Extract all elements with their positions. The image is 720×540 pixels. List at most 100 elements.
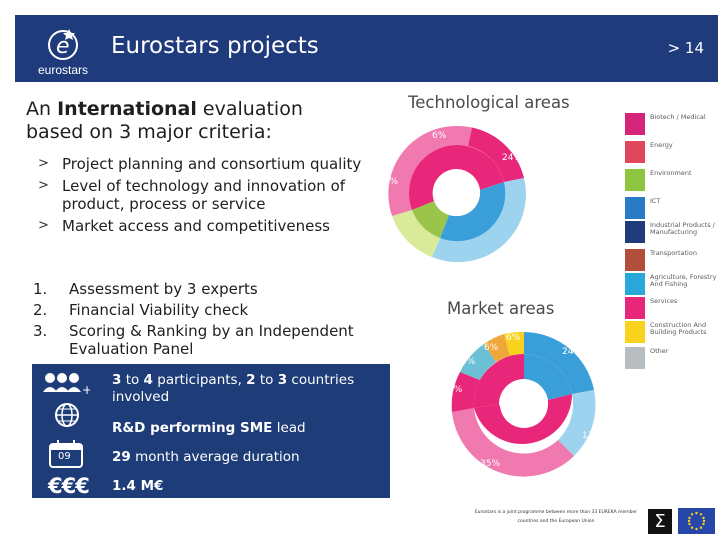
calendar-icon: 09	[48, 440, 84, 468]
environment-icon	[625, 169, 645, 191]
market-ring-segment	[484, 334, 510, 362]
eu-flag-icon	[678, 508, 715, 534]
energy-icon	[625, 141, 645, 163]
step-text: Scoring & Ranking by an Independent Eval…	[69, 322, 354, 358]
tech-ring-segment	[432, 178, 526, 263]
market-label: 6%	[506, 333, 521, 343]
participants-icon: +	[43, 373, 90, 397]
services-icon	[625, 297, 645, 319]
market-label: 5%	[461, 357, 476, 367]
step-item: 2. Financial Viability check	[33, 301, 378, 319]
globe-icon	[55, 403, 79, 427]
intro-line2: based on 3 major criteria:	[26, 121, 272, 143]
tech-label: 6%	[432, 131, 447, 141]
biotech-icon	[625, 113, 645, 135]
tech-ring-segment	[388, 125, 457, 216]
step-item: 1. Assessment by 3 experts	[33, 280, 378, 298]
construction-icon	[625, 321, 645, 343]
criteria-text: Project planning and consortium quality	[62, 155, 362, 173]
criteria-text: Level of technology and innovation of pr…	[62, 177, 346, 213]
logo-wordmark: eurostars	[37, 63, 89, 77]
intro-prefix: An	[26, 98, 58, 120]
intro-bold: International	[57, 98, 197, 120]
steps-list: 1. Assessment by 3 experts 2. Financial …	[33, 280, 378, 361]
step-text: Assessment by 3 experts	[69, 280, 258, 298]
tech-inner-segment	[408, 144, 457, 210]
page-title: Eurostars projects	[111, 33, 319, 59]
eureka-logo: Σ	[648, 509, 672, 534]
tech-chart-title: Technological areas	[408, 93, 570, 112]
intro-heading: An International evaluation based on 3 m…	[26, 98, 371, 144]
legend-item: Agriculture, Forestry And Fishing	[625, 273, 720, 295]
fact-lead: R&D performing SME lead	[112, 420, 306, 436]
other-icon	[625, 347, 645, 369]
market-chart-title: Market areas	[447, 299, 555, 318]
criteria-list: > Project planning and consortium qualit…	[36, 155, 376, 239]
criteria-text: Market access and competitiveness	[62, 217, 330, 235]
tech-label: 24%	[502, 153, 522, 163]
market-inner-segment	[473, 353, 524, 408]
tech-inner-segment	[440, 182, 506, 242]
market-ring-segment	[452, 408, 574, 477]
eurostars-logo: e eurostars	[21, 23, 105, 79]
header-bar: e eurostars Eurostars projects > 14	[15, 15, 718, 82]
legend-item: Transportation	[625, 249, 720, 271]
market-ring-segment	[504, 331, 524, 356]
intro-suffix: evaluation	[196, 98, 303, 120]
step-number: 1.	[33, 280, 48, 298]
svg-text:+: +	[82, 383, 90, 397]
market-ring-segment	[451, 372, 480, 412]
calendar-number: 09	[58, 451, 71, 462]
tech-ring-segment	[392, 210, 440, 257]
tech-label: 27%	[378, 177, 398, 187]
ict-icon	[625, 197, 645, 219]
svg-text:e: e	[56, 34, 70, 59]
market-label: 8%	[448, 385, 463, 395]
page-number: > 14	[667, 39, 704, 57]
legend-item: Other	[625, 347, 720, 369]
industrial-icon	[625, 221, 645, 243]
fact-duration: 29 month average duration	[112, 449, 300, 465]
step-number: 3.	[33, 322, 48, 340]
bullet-arrow: >	[38, 218, 49, 233]
transportation-icon	[625, 249, 645, 271]
step-item: 3. Scoring & Ranking by an Independent E…	[33, 322, 378, 358]
bullet-arrow: >	[38, 178, 49, 193]
facts-panel: + 09 €€€ 3 to 4 participants, 2 to 3 cou…	[32, 364, 390, 498]
footer-note: Eurostars is a joint programme between m…	[474, 510, 638, 524]
criteria-item: > Project planning and consortium qualit…	[36, 155, 376, 173]
fact-budget: 1.4 M€	[112, 478, 164, 494]
legend-item: Biotech / Medical	[625, 113, 720, 135]
legend-item: Industrial Products / Manufacturing	[625, 221, 720, 243]
tech-inner-segment	[457, 144, 504, 190]
legend-item: Services	[625, 297, 720, 319]
euro-icon: €€€	[48, 474, 90, 498]
market-label: 35%	[480, 459, 500, 469]
tech-label: 32%	[502, 244, 522, 254]
tech-ring-segment	[468, 127, 524, 182]
market-ring-segment	[558, 390, 596, 456]
market-label: 24%	[562, 347, 582, 357]
agriculture-icon	[625, 273, 645, 295]
legend-item: Construction And Building Products	[625, 321, 720, 343]
tech-ring-segment	[457, 125, 472, 146]
step-number: 2.	[33, 301, 48, 319]
market-label: 17%	[582, 431, 602, 441]
tech-inner-segment	[412, 201, 449, 238]
step-text: Financial Viability check	[69, 301, 249, 319]
market-inner-segment	[524, 354, 572, 400]
criteria-item: > Level of technology and innovation of …	[36, 177, 376, 213]
market-ring-segment	[524, 332, 594, 394]
market-ring-segment	[460, 344, 496, 380]
bullet-arrow: >	[38, 156, 49, 171]
eurostars-logo-icon: e	[48, 29, 78, 60]
tech-label: 12%	[402, 251, 422, 261]
market-label: 6%	[484, 343, 499, 353]
legend-item: Energy	[625, 141, 720, 163]
legend-item: Environment	[625, 169, 720, 191]
market-donut-chart: 6% 6% 5% 8% 24% 17% 35%	[448, 331, 602, 477]
legend-item: ICT	[625, 197, 720, 219]
fact-participants: 3 to 4 participants, 2 to 3 countries inv…	[112, 372, 355, 405]
criteria-item: > Market access and competitiveness	[36, 217, 376, 235]
tech-donut-chart: 6% 24% 32% 12% 27%	[378, 125, 526, 263]
